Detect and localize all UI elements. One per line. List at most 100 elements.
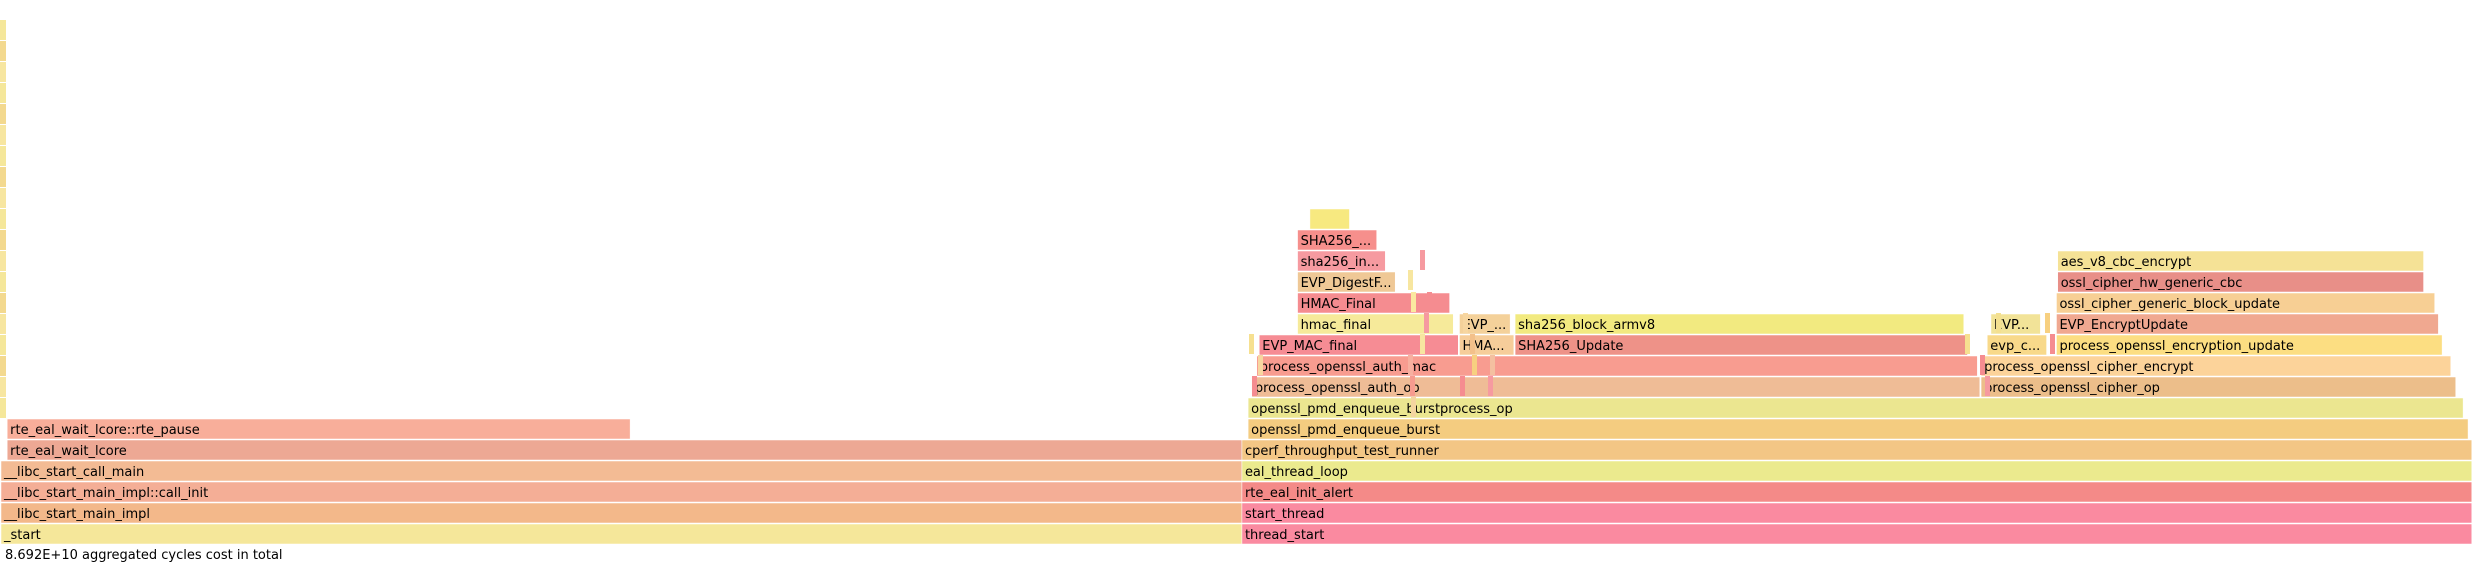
flame-frame-bar[interactable] bbox=[1241, 439, 2473, 461]
flame-frame-label: EVP_DigestF... bbox=[1301, 276, 1392, 291]
flame-frame-label: process_openssl_auth_mac bbox=[1260, 360, 1436, 375]
flame-frame[interactable]: sha256_in... bbox=[1297, 250, 1386, 272]
flame-frame[interactable]: __libc_start_main_impl bbox=[0, 502, 1243, 524]
flame-frame-bar[interactable] bbox=[2057, 250, 2424, 272]
flame-frame-bar[interactable] bbox=[2056, 334, 2443, 356]
flame-frame[interactable] bbox=[1309, 208, 1350, 230]
flame-frame-sliver bbox=[1408, 270, 1413, 290]
flame-frame-bar[interactable] bbox=[2057, 271, 2424, 293]
flame-frame[interactable]: __libc_start_main_impl::call_init bbox=[0, 481, 1243, 503]
flame-frame-bar[interactable] bbox=[1241, 481, 2473, 503]
flame-frame-sliver bbox=[1411, 292, 1416, 312]
flame-frame[interactable]: evp_c... bbox=[1987, 334, 2047, 356]
flame-frame[interactable]: openssl_pmd_enqueue_burst bbox=[1247, 418, 2469, 440]
flame-frame-sliver bbox=[1410, 376, 1415, 396]
flame-frame-sliver bbox=[0, 230, 6, 250]
flame-frame[interactable]: cperf_throughput_test_runner bbox=[1241, 439, 2473, 461]
flame-frame-sliver bbox=[1427, 292, 1432, 312]
flame-frame-label: process_openssl_cipher_encrypt bbox=[1984, 360, 2193, 375]
flame-frame[interactable]: ossl_cipher_generic_block_update bbox=[2056, 292, 2435, 314]
flame-frame-sliver bbox=[0, 377, 6, 397]
flame-frame-label: EVP... bbox=[1994, 318, 2029, 333]
flame-frame[interactable]: EVP... bbox=[1990, 313, 2041, 335]
flame-frame[interactable]: process_openssl_cipher_op bbox=[1980, 376, 2456, 398]
total-cost-label: 8.692E+10 aggregated cycles cost in tota… bbox=[5, 548, 283, 563]
flame-frame[interactable]: process_openssl_cipher_encrypt bbox=[1980, 355, 2452, 377]
flame-frame-sliver bbox=[1252, 376, 1257, 396]
flame-frame-bar[interactable] bbox=[1247, 418, 2469, 440]
flame-frame[interactable]: rte_eal_init_alert bbox=[1241, 481, 2473, 503]
flame-frame[interactable]: HMAC_Final bbox=[1297, 292, 1450, 314]
flame-frame-sliver bbox=[0, 335, 6, 355]
flame-frame-sliver bbox=[0, 20, 6, 40]
flame-frame-label: __libc_start_call_main bbox=[3, 465, 144, 480]
flame-frame[interactable]: process_openssl_auth_mac bbox=[1256, 355, 1978, 377]
flame-frame-sliver bbox=[0, 251, 6, 271]
flame-frame-label: SHA256_... bbox=[1301, 234, 1372, 249]
flame-frame-sliver bbox=[0, 62, 6, 82]
flame-frame[interactable]: process_openssl_encryption_update bbox=[2056, 334, 2443, 356]
flame-frame[interactable]: process_openssl_auth_op bbox=[1251, 376, 1981, 398]
flame-frame-sliver bbox=[0, 398, 6, 418]
flame-frame-sliver bbox=[1965, 334, 1970, 354]
flame-frame-bar[interactable] bbox=[2056, 292, 2435, 314]
flame-frame-bar[interactable] bbox=[1241, 523, 2473, 545]
flame-frame-bar[interactable] bbox=[0, 460, 1243, 482]
flame-frame-bar[interactable] bbox=[1297, 271, 1396, 293]
flame-frame-bar[interactable] bbox=[1987, 334, 2047, 356]
flame-frame[interactable]: __libc_start_call_main bbox=[0, 460, 1243, 482]
flame-frame-label: rte_eal_wait_lcore bbox=[10, 444, 127, 459]
flame-frame[interactable]: ossl_cipher_hw_generic_cbc bbox=[2057, 271, 2424, 293]
flame-frame[interactable]: eal_thread_loop bbox=[1241, 460, 2473, 482]
flame-frame-bar[interactable] bbox=[1297, 250, 1386, 272]
flame-frame[interactable]: hmac_final bbox=[1297, 313, 1454, 335]
flame-frame-sliver bbox=[1996, 313, 2001, 333]
flame-frame-bar[interactable] bbox=[1459, 313, 1511, 335]
flame-frame[interactable]: rte_eal_wait_lcore bbox=[6, 439, 1243, 461]
flame-frame[interactable]: thread_start bbox=[1241, 523, 2473, 545]
flame-frame-bar[interactable] bbox=[1251, 376, 1981, 398]
flame-frame-sliver bbox=[1488, 376, 1493, 396]
flame-frame-label: rte_eal_wait_lcore::rte_pause bbox=[10, 423, 200, 438]
flame-frame-bar[interactable] bbox=[1241, 502, 2473, 524]
flame-frame-sliver bbox=[0, 209, 6, 229]
flame-frame-sliver bbox=[2045, 313, 2050, 333]
flame-frame[interactable]: HMA... bbox=[1459, 334, 1515, 356]
flame-frame-sliver bbox=[1408, 355, 1413, 375]
flame-frame-bar[interactable] bbox=[1241, 460, 2473, 482]
flame-frame[interactable]: EVP_EncryptUpdate bbox=[2056, 313, 2439, 335]
flame-frame-bar[interactable] bbox=[0, 502, 1243, 524]
flame-frame[interactable]: start_thread bbox=[1241, 502, 2473, 524]
flame-frame-bar[interactable] bbox=[1990, 313, 2041, 335]
flame-frame[interactable]: SHA256_... bbox=[1297, 229, 1377, 251]
flame-frame[interactable]: rte_eal_wait_lcore::rte_pause bbox=[6, 418, 631, 440]
flame-frame-label: hmac_final bbox=[1301, 318, 1372, 333]
flame-frame-bar[interactable] bbox=[6, 418, 631, 440]
flame-frame-bar[interactable] bbox=[2056, 313, 2439, 335]
flame-frame-bar[interactable] bbox=[1297, 229, 1377, 251]
flame-frame-label: EVP_... bbox=[1462, 318, 1506, 333]
flame-frame[interactable]: EVP_... bbox=[1459, 313, 1511, 335]
flame-frame[interactable]: openssl_pmd_enqueue_burstprocess_op bbox=[1247, 397, 2464, 419]
flame-frame-bar[interactable] bbox=[1256, 355, 1978, 377]
flame-frame-sliver bbox=[1424, 313, 1429, 333]
flame-frame-label: __libc_start_main_impl::call_init bbox=[3, 486, 208, 501]
flame-frame-sliver bbox=[0, 188, 6, 208]
flame-frame[interactable]: EVP_DigestF... bbox=[1297, 271, 1396, 293]
flame-frame[interactable]: _start bbox=[0, 523, 1243, 545]
flame-frame-sliver bbox=[1460, 376, 1465, 396]
flame-frame-bar[interactable] bbox=[1297, 313, 1454, 335]
flame-frame[interactable]: sha256_block_armv8 bbox=[1514, 313, 1965, 335]
flame-frame-bar[interactable] bbox=[0, 523, 1243, 545]
flame-frame-bar[interactable] bbox=[6, 439, 1243, 461]
flame-frame-bar[interactable] bbox=[1258, 334, 1459, 356]
flame-frame-bar[interactable] bbox=[1247, 397, 2464, 419]
flame-frame[interactable]: aes_v8_cbc_encrypt bbox=[2057, 250, 2424, 272]
flame-frame-bar[interactable] bbox=[1309, 208, 1350, 230]
flame-frame-bar[interactable] bbox=[1514, 313, 1965, 335]
flame-frame[interactable]: EVP_MAC_final bbox=[1258, 334, 1459, 356]
flame-frame-sliver bbox=[0, 104, 6, 124]
flame-frame[interactable]: SHA256_Update bbox=[1514, 334, 1968, 356]
flame-frame-bar[interactable] bbox=[1980, 376, 2456, 398]
flame-frame-label: rte_eal_init_alert bbox=[1245, 486, 1353, 501]
